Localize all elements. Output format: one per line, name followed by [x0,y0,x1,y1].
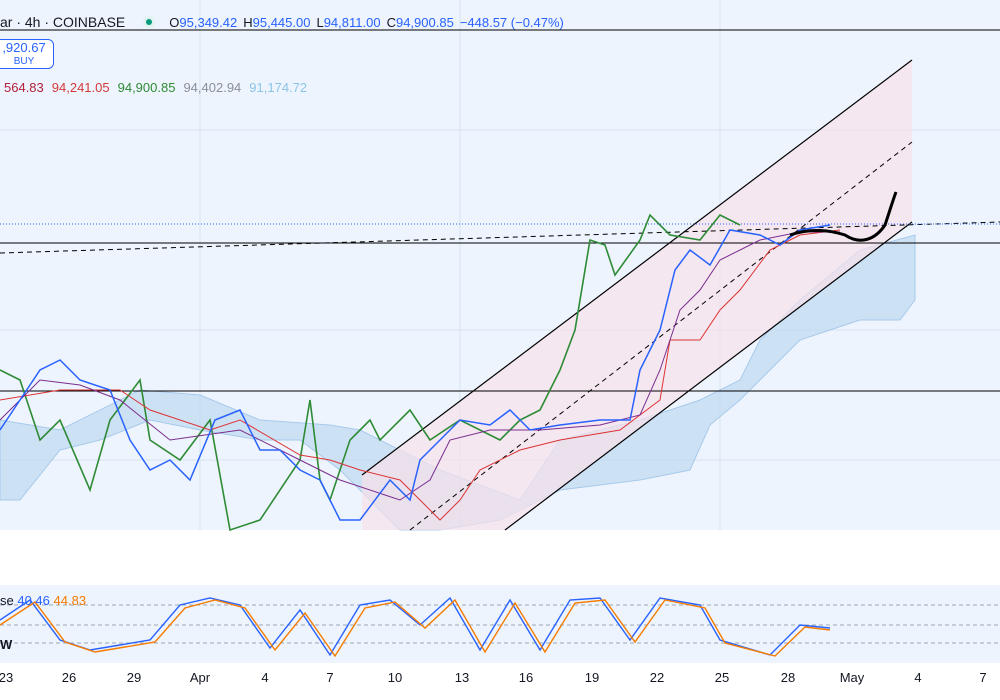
x-tick-label: 7 [326,670,334,685]
ohlc: O95,349.42 H95,445.00 L94,811.00 C94,900.85 [169,14,460,30]
ohlc-key: H [243,15,253,30]
indicator-value: 564.83 [4,80,44,95]
market-status[interactable] [143,16,156,28]
indicator-value: 94,900.85 [117,80,176,95]
x-tick-label: 16 [518,670,534,685]
ohlc-value: 94,900.85 [395,15,454,30]
change: −448.57 (−0.47%) [459,14,564,30]
ohlc-key: O [169,15,180,30]
stoch-k-value: 40.46 [17,593,50,608]
channel-fill [362,60,912,530]
side-label: W [0,637,13,652]
x-tick-label: 13 [454,670,470,685]
x-tick-label: 10 [387,670,403,685]
x-tick-label: Apr [189,670,211,685]
x-tick-label: 23 [0,670,14,685]
buy-price: ,920.67 [2,40,46,55]
symbol-header: ar · 4h · COINBASE O95,349.42 H95,445.00 L… [0,14,564,30]
ohlc-value: 94,811.00 [323,15,381,30]
ohlc-item: C94,900.85 [387,15,454,30]
symbol: ar · 4h · COINBASE [0,14,126,30]
stoch-k [0,596,831,657]
x-tick-label: 19 [584,670,600,685]
base-line [0,229,841,521]
ohlc-key: C [386,15,396,30]
ohlc-item: O95,349.42 [169,15,237,30]
stoch-d [0,598,831,658]
x-tick-label: 22 [649,670,665,685]
indicator-values: 564.83 94,241.05 94,900.85 94,402.94 91,174.… [4,80,315,95]
x-tick-label: 29 [126,670,142,685]
ohlc-key: L [316,15,324,30]
lagging-span [0,213,741,532]
x-tick-label: 25 [714,670,730,685]
x-tick-label: 7 [979,670,987,685]
indicator-value: 94,402.94 [183,80,242,95]
x-tick-label: May [839,670,865,685]
ohlc-value: 95,445.00 [252,15,311,30]
indicator-value: 94,241.05 [51,80,110,95]
indicator-value: 91,174.72 [249,80,308,95]
x-tick-label: 28 [780,670,796,685]
price-series [0,224,831,521]
ohlc-value: 95,349.42 [179,15,238,30]
x-tick-label: 26 [61,670,77,685]
forecast-drawing [789,191,898,242]
x-tick-label: 4 [261,670,269,685]
buy-button[interactable]: ,920.67 BUY [0,39,54,69]
channel-lower [504,221,913,531]
x-tick-label: 4 [914,670,922,685]
trend-dashed [0,221,1000,254]
stoch-pane [0,585,1000,663]
channel-upper [361,59,913,476]
conversion-line [0,231,840,501]
channel-mid [409,141,913,531]
stoch-legend: se 40.46 44.83 [0,593,86,608]
ohlc-item: H95,445.00 [243,15,310,30]
ohlc-item: L94,811.00 [316,15,380,30]
buy-label: BUY [13,56,35,67]
stoch-label: se [0,593,14,608]
stoch-bands [0,604,1000,644]
stoch-d-value: 44.83 [53,593,87,608]
